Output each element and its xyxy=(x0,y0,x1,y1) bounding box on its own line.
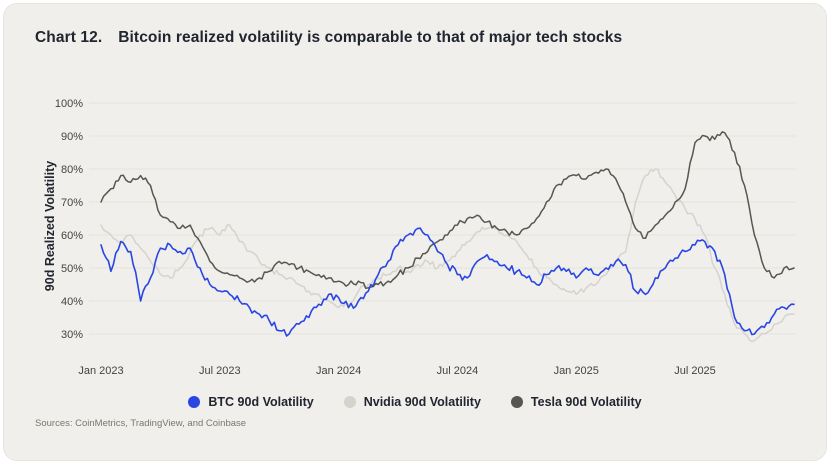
svg-text:Jul 2025: Jul 2025 xyxy=(674,365,716,377)
svg-text:50%: 50% xyxy=(61,263,83,275)
legend-item-nvidia: Nvidia 90d Volatility xyxy=(343,395,481,409)
svg-text:40%: 40% xyxy=(61,296,83,308)
legend-item-tesla: Tesla 90d Volatility xyxy=(510,395,642,409)
btc-legend-dot-icon xyxy=(188,396,201,408)
legend-label-btc: BTC 90d Volatility xyxy=(208,395,314,409)
svg-text:70%: 70% xyxy=(61,197,83,209)
svg-text:100%: 100% xyxy=(55,98,83,110)
chart-legend: BTC 90d Volatility Nvidia 90d Volatility… xyxy=(4,392,826,412)
chart-card: Chart 12. Bitcoin realized volatility is … xyxy=(3,3,827,461)
chart-title-text: Bitcoin realized volatility is comparabl… xyxy=(118,29,623,46)
svg-text:Jul 2023: Jul 2023 xyxy=(199,365,241,377)
svg-text:60%: 60% xyxy=(61,230,83,242)
chart-number: Chart 12. xyxy=(35,29,103,46)
series-line-0 xyxy=(100,227,795,337)
svg-text:Jul 2024: Jul 2024 xyxy=(437,365,479,377)
svg-text:30%: 30% xyxy=(61,329,83,341)
tesla-legend-dot-icon xyxy=(510,396,523,408)
svg-text:Jan 2023: Jan 2023 xyxy=(78,365,123,377)
svg-text:Jan 2025: Jan 2025 xyxy=(554,365,599,377)
sources-note: Sources: CoinMetrics, TradingView, and C… xyxy=(35,418,247,429)
nvidia-legend-dot-icon xyxy=(343,396,356,408)
svg-text:90%: 90% xyxy=(61,131,83,143)
series-line-2 xyxy=(100,131,795,290)
y-axis-tick-labels: 30% 40% 50% 60% 70% 80% 90% 100% xyxy=(55,98,83,341)
series-line-1 xyxy=(100,168,795,343)
svg-text:Jan 2024: Jan 2024 xyxy=(316,365,361,377)
legend-item-btc: BTC 90d Volatility xyxy=(188,395,314,409)
gridlines xyxy=(89,102,796,335)
volatility-line-chart: 30% 40% 50% 60% 70% 80% 90% 100% Jan 2023 Jul 202… xyxy=(55,98,796,377)
legend-label-nvidia: Nvidia 90d Volatility xyxy=(363,395,481,409)
svg-text:80%: 80% xyxy=(61,164,83,176)
page-title: Chart 12. Bitcoin realized volatility is … xyxy=(35,29,622,47)
x-axis-tick-labels: Jan 2023 Jul 2023 Jan 2024 Jul 2024 Jan 2025… xyxy=(78,365,715,377)
legend-label-tesla: Tesla 90d Volatility xyxy=(530,395,642,409)
